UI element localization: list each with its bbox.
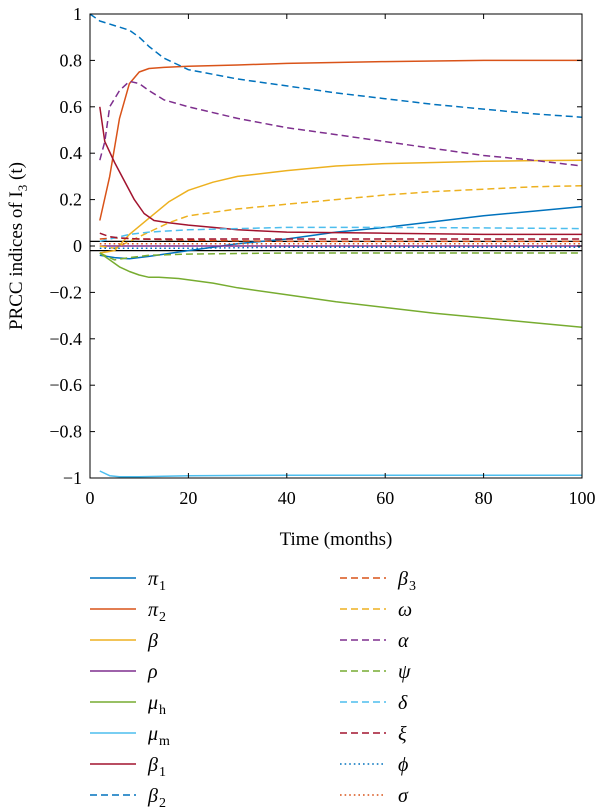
- legend-entry-10: ω: [340, 599, 412, 621]
- legend-label: σ: [398, 785, 409, 807]
- legend-entry-9: β3: [340, 568, 416, 594]
- legend-label: π1: [148, 568, 166, 594]
- legend-entry-6: μm: [90, 723, 170, 749]
- x-axis-label: Time (months): [280, 529, 393, 550]
- y-tick-label: 0.4: [60, 143, 83, 163]
- legend-label: μm: [147, 723, 170, 749]
- series-line-15: [99, 246, 582, 250]
- y-tick-label: 0.8: [60, 50, 83, 70]
- y-tick-label: 1: [73, 4, 82, 24]
- y-tick-label: −0.4: [49, 329, 82, 349]
- x-tick-label: 60: [376, 488, 394, 508]
- legend-entry-12: ψ: [340, 661, 411, 683]
- x-tick-label: 100: [569, 488, 596, 508]
- y-tick-label: 0.2: [60, 190, 83, 210]
- legend-label: β2: [147, 785, 166, 809]
- legend-entry-8: β2: [90, 785, 166, 809]
- legend-label: μh: [147, 692, 166, 718]
- y-tick-label: −0.8: [49, 422, 82, 442]
- legend-entry-16: σ: [340, 785, 409, 807]
- y-tick-label: −1: [63, 468, 82, 488]
- legend-entry-15: ϕ: [340, 754, 408, 776]
- series-line-7: [99, 106, 582, 236]
- legend-label: ξ: [398, 723, 407, 745]
- x-tick-label: 40: [278, 488, 296, 508]
- legend-label: β: [147, 630, 158, 652]
- y-axis-ticks: −1 −0.8 −0.6 −0.4 −0.2 0 0.2 0.4 0.6 0.8 1: [49, 4, 582, 488]
- x-tick-label: 20: [179, 488, 197, 508]
- legend-entry-5: μh: [90, 692, 166, 718]
- legend-label: ρ: [147, 661, 158, 683]
- series-line-13: [99, 226, 583, 243]
- series-line-11: [99, 80, 583, 167]
- x-tick-label: 80: [475, 488, 493, 508]
- series-line-12: [99, 252, 582, 261]
- y-axis-label-main: PRCC indices of I: [6, 191, 27, 330]
- series-line-2: [99, 59, 582, 221]
- series-line-9: [99, 237, 582, 243]
- legend-label: ω: [398, 599, 412, 621]
- series-lines: [89, 13, 583, 478]
- legend-entry-1: π1: [90, 568, 166, 594]
- legend-entry-7: β1: [90, 754, 166, 780]
- y-tick-label: −0.2: [49, 282, 82, 302]
- series-line-8: [89, 13, 583, 118]
- legend-label: β3: [397, 568, 416, 594]
- series-line-3: [99, 159, 583, 254]
- legend-entry-3: β: [90, 630, 158, 652]
- legend-entry-14: ξ: [340, 723, 407, 745]
- legend-label: ϕ: [398, 754, 408, 776]
- legend-entry-13: δ: [340, 692, 408, 714]
- legend-label: β1: [147, 754, 166, 780]
- x-axis-ticks: 0 20 40 60 80 100: [86, 14, 596, 508]
- legend-label: δ: [398, 692, 408, 714]
- y-tick-label: 0.6: [60, 97, 83, 117]
- legend-entry-4: ρ: [90, 661, 158, 683]
- series-line-5: [99, 252, 583, 328]
- legend-label: α: [398, 630, 409, 652]
- legend-label: ψ: [398, 661, 411, 683]
- legend-label: π2: [148, 599, 166, 625]
- series-line-6: [99, 470, 582, 478]
- y-axis-label-subscript: 3: [15, 185, 30, 192]
- x-tick-label: 0: [86, 488, 95, 508]
- y-axis-label-tail: (t): [6, 162, 27, 185]
- y-tick-label: 0: [73, 236, 82, 256]
- series-line-10: [99, 184, 583, 250]
- series-line-14: [99, 232, 582, 240]
- legend-entry-11: α: [340, 630, 409, 652]
- legend-entry-2: π2: [90, 599, 166, 625]
- y-axis-label: PRCC indices of I3 (t): [6, 162, 30, 330]
- y-tick-label: −0.6: [49, 375, 82, 395]
